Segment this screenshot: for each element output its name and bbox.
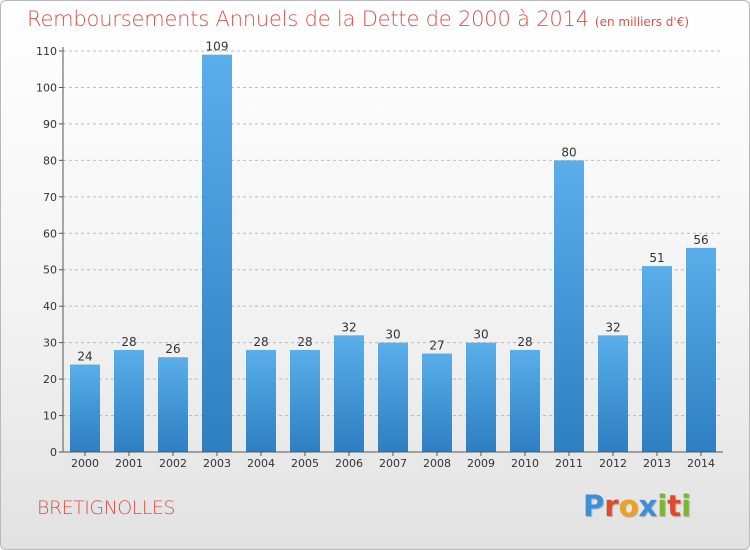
bar-2005 xyxy=(290,349,320,452)
x-tick-label: 2001 xyxy=(115,457,143,470)
x-tick-label: 2009 xyxy=(467,457,495,470)
data-label-2004: 28 xyxy=(253,335,268,349)
proxiti-logo: Proxiti xyxy=(583,489,691,523)
bar-2003 xyxy=(202,54,232,453)
y-tick-label: 60 xyxy=(43,227,57,240)
bar-2013 xyxy=(642,266,672,452)
bar-2008 xyxy=(422,353,452,452)
logo-letter: i xyxy=(681,489,692,523)
chart-title-line: Remboursements Annuels de la Dette de 20… xyxy=(27,7,689,31)
x-tick-label: 2005 xyxy=(291,457,319,470)
data-label-2007: 30 xyxy=(385,328,400,342)
y-tick-label: 40 xyxy=(43,300,57,313)
y-tick-label: 80 xyxy=(43,154,57,167)
data-label-2009: 30 xyxy=(473,328,488,342)
x-tick-label: 2012 xyxy=(599,457,627,470)
x-tick-label: 2004 xyxy=(247,457,275,470)
chart-title: Remboursements Annuels de la Dette de 20… xyxy=(27,7,589,31)
y-tick-label: 20 xyxy=(43,373,57,386)
logo-letter: P xyxy=(583,489,605,523)
data-label-2006: 32 xyxy=(341,320,356,334)
bar-2000 xyxy=(70,364,100,452)
bar-2011 xyxy=(554,160,584,452)
place-name: BRETIGNOLLES xyxy=(37,497,175,519)
data-label-2014: 56 xyxy=(693,233,708,247)
bar-2007 xyxy=(378,342,408,452)
chart-units: (en milliers d'€) xyxy=(594,15,690,29)
bar-2004 xyxy=(246,349,276,452)
y-tick-label: 110 xyxy=(36,45,57,58)
x-tick-label: 2007 xyxy=(379,457,407,470)
y-tick-label: 0 xyxy=(50,446,57,459)
data-label-2002: 26 xyxy=(165,342,180,356)
bar-2012 xyxy=(598,335,628,452)
data-label-2008: 27 xyxy=(429,339,444,353)
label-layer: 0 10 20 30 40 50 60 70 80 90 100 110 24 2000 28 2001 26 2… xyxy=(36,40,715,470)
bar-2006 xyxy=(334,335,364,452)
x-tick-label: 2002 xyxy=(159,457,187,470)
logo-letter: o xyxy=(618,489,639,523)
data-label-2012: 32 xyxy=(605,320,620,334)
x-tick-label: 2003 xyxy=(203,457,231,470)
x-tick-label: 2011 xyxy=(555,457,583,470)
logo-letter: r xyxy=(604,489,619,523)
bar-2009 xyxy=(466,342,496,452)
data-label-2000: 24 xyxy=(77,350,92,364)
x-tick-label: 2008 xyxy=(423,457,451,470)
y-tick-label: 100 xyxy=(36,81,57,94)
y-tick-label: 50 xyxy=(43,264,57,277)
y-tick-label: 30 xyxy=(43,337,57,350)
bar-layer xyxy=(70,54,716,453)
bar-2001 xyxy=(114,349,144,452)
x-tick-label: 2014 xyxy=(687,457,715,470)
data-label-2005: 28 xyxy=(297,335,312,349)
axis-layer xyxy=(59,47,723,456)
x-tick-label: 2006 xyxy=(335,457,363,470)
x-tick-label: 2013 xyxy=(643,457,671,470)
logo-letter: x xyxy=(638,489,658,523)
y-tick-label: 90 xyxy=(43,118,57,131)
x-tick-label: 2010 xyxy=(511,457,539,470)
bar-2010 xyxy=(510,349,540,452)
logo-letter: t xyxy=(667,489,682,523)
data-label-2011: 80 xyxy=(561,145,576,159)
x-tick-label: 2000 xyxy=(71,457,99,470)
data-label-2013: 51 xyxy=(649,251,664,265)
logo-letter: i xyxy=(657,489,668,523)
bar-2014 xyxy=(686,247,716,452)
data-label-2010: 28 xyxy=(517,335,532,349)
y-tick-label: 10 xyxy=(43,410,57,423)
data-label-2003: 109 xyxy=(206,40,229,54)
bar-2002 xyxy=(158,357,188,452)
data-label-2001: 28 xyxy=(121,335,136,349)
y-tick-label: 70 xyxy=(43,191,57,204)
